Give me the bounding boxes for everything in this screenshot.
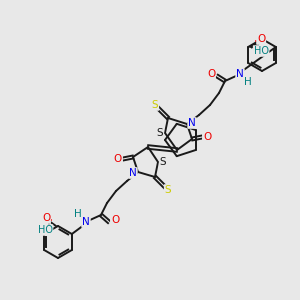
Text: O: O <box>203 132 211 142</box>
Text: O: O <box>42 213 50 223</box>
Text: S: S <box>160 157 166 167</box>
Text: S: S <box>152 100 158 110</box>
Text: O: O <box>114 154 122 164</box>
Text: O: O <box>257 34 265 44</box>
Text: H: H <box>244 77 252 87</box>
Text: HO: HO <box>38 225 52 235</box>
Text: S: S <box>157 128 163 138</box>
Text: S: S <box>165 185 171 195</box>
Text: N: N <box>129 168 137 178</box>
Text: N: N <box>188 118 196 128</box>
Text: N: N <box>236 69 244 79</box>
Text: O: O <box>111 215 119 225</box>
Text: HO: HO <box>254 46 268 56</box>
Text: O: O <box>207 69 215 79</box>
Text: N: N <box>82 217 90 227</box>
Text: H: H <box>74 209 82 219</box>
